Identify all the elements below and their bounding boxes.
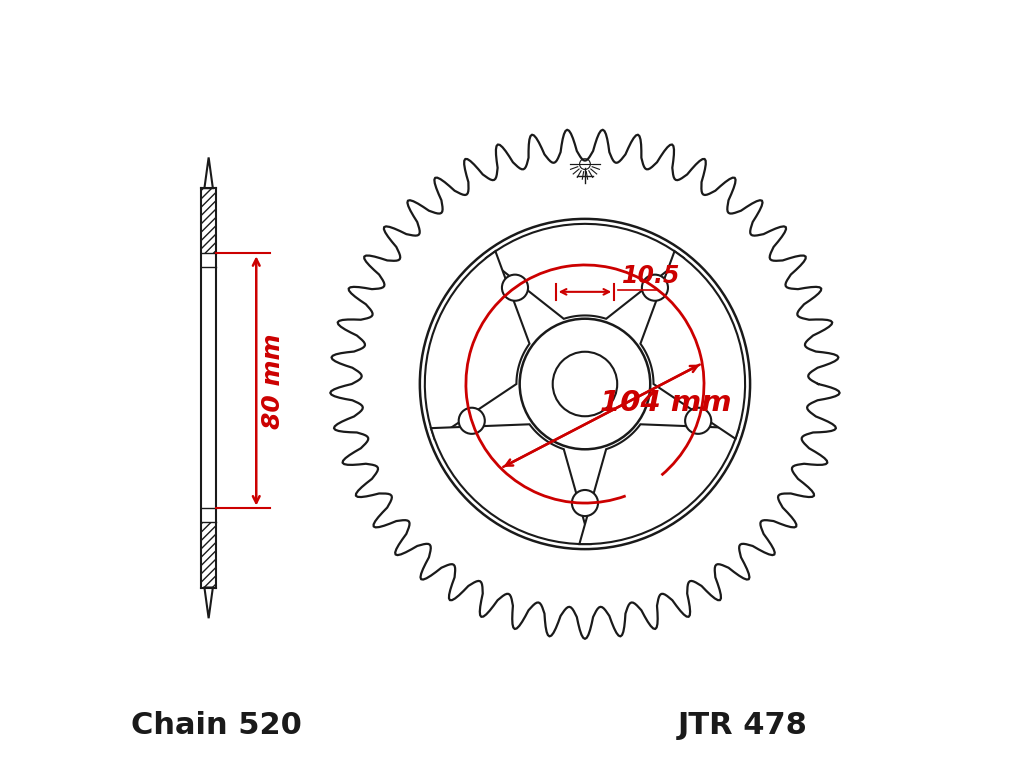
Polygon shape [201,188,216,588]
Circle shape [502,275,528,301]
Polygon shape [201,522,216,588]
Polygon shape [201,508,216,522]
Circle shape [459,408,484,434]
Polygon shape [431,424,591,544]
Polygon shape [486,223,684,319]
Circle shape [685,408,712,434]
Circle shape [553,352,617,416]
Text: Chain 520: Chain 520 [131,711,302,740]
Polygon shape [201,188,216,253]
Polygon shape [425,251,529,439]
Polygon shape [201,253,216,267]
Polygon shape [331,130,840,639]
Text: JTR 478: JTR 478 [678,711,807,740]
Circle shape [571,490,598,516]
Text: 104 mm: 104 mm [600,389,732,417]
Text: 10.5: 10.5 [622,264,680,288]
Circle shape [520,319,650,449]
Circle shape [642,275,668,301]
Polygon shape [640,251,745,439]
Circle shape [420,219,750,549]
Polygon shape [205,157,213,188]
Text: 80 mm: 80 mm [261,333,285,429]
Polygon shape [205,588,213,618]
Polygon shape [580,424,739,544]
